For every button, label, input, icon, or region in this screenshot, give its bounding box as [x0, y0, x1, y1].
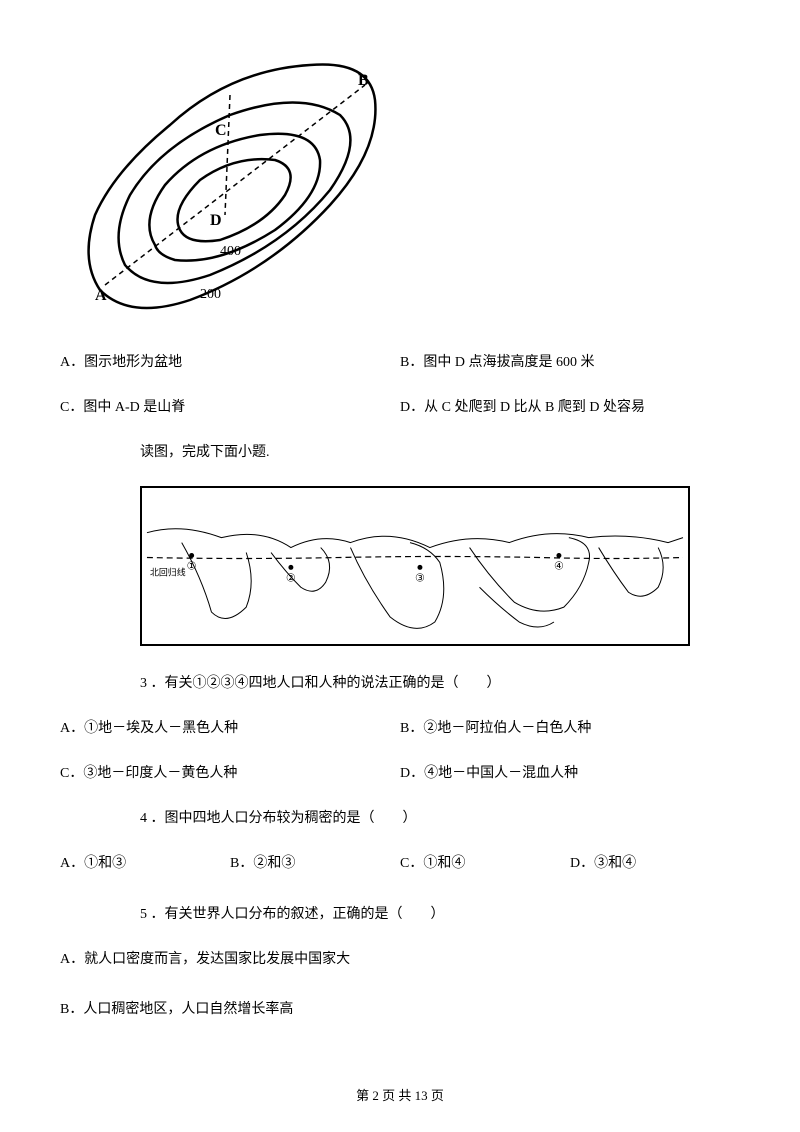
q3-options-row2: C．③地－印度人－黄色人种 D．④地－中国人－混血人种: [60, 761, 740, 786]
q4-option-a: A．①和③: [60, 851, 230, 876]
svg-text:④: ④: [554, 560, 564, 572]
instruction-text: 读图，完成下面小题.: [140, 440, 740, 465]
q4-text: 4 ．图中四地人口分布较为稠密的是（ ）: [140, 806, 740, 831]
svg-text:C: C: [215, 122, 227, 139]
q4-option-b: B．②和③: [230, 851, 400, 876]
q2-option-d: D．从 C 处爬到 D 比从 B 爬到 D 处容易: [400, 395, 740, 420]
contour-map-figure: A B C D 400 200: [70, 40, 390, 330]
q2-option-c: C．图中 A-D 是山脊: [60, 395, 400, 420]
q5-option-b: B．人口稠密地区，人口自然增长率高: [60, 997, 740, 1022]
svg-text:①: ①: [187, 560, 197, 572]
q5-text: 5 ．有关世界人口分布的叙述，正确的是（ ）: [140, 902, 740, 927]
contour-svg: A B C D 400 200: [70, 40, 390, 330]
q3-option-a: A．①地－埃及人－黑色人种: [60, 716, 400, 741]
svg-text:200: 200: [200, 287, 221, 302]
q2-options-row2: C．图中 A-D 是山脊 D．从 C 处爬到 D 比从 B 爬到 D 处容易: [60, 395, 740, 420]
svg-text:②: ②: [286, 572, 296, 584]
svg-text:B: B: [358, 72, 369, 89]
q3-option-d: D．④地－中国人－混血人种: [400, 761, 740, 786]
q3-text: 3 ．有关①②③④四地人口和人种的说法正确的是（ ）: [140, 671, 740, 696]
q5-option-a: A．就人口密度而言，发达国家比发展中国家大: [60, 947, 740, 972]
svg-text:北回归线: 北回归线: [150, 566, 186, 577]
q3-option-b: B．②地－阿拉伯人－白色人种: [400, 716, 740, 741]
q3-option-c: C．③地－印度人－黄色人种: [60, 761, 400, 786]
svg-text:A: A: [95, 287, 107, 304]
q4-option-d: D．③和④: [570, 851, 740, 876]
world-map-figure: ① ② ③ ④ 北回归线: [140, 486, 690, 646]
q2-option-a: A．图示地形为盆地: [60, 350, 400, 375]
svg-text:③: ③: [415, 572, 425, 584]
svg-text:D: D: [210, 212, 222, 229]
world-map-svg: ① ② ③ ④ 北回归线: [142, 488, 688, 647]
q2-option-b: B．图中 D 点海拔高度是 600 米: [400, 350, 740, 375]
q4-options: A．①和③ B．②和③ C．①和④ D．③和④: [60, 851, 740, 876]
page-footer: 第 2 页 共 13 页: [0, 1084, 800, 1107]
q4-option-c: C．①和④: [400, 851, 570, 876]
q3-options-row1: A．①地－埃及人－黑色人种 B．②地－阿拉伯人－白色人种: [60, 716, 740, 741]
svg-text:400: 400: [220, 244, 241, 259]
q2-options-row1: A．图示地形为盆地 B．图中 D 点海拔高度是 600 米: [60, 350, 740, 375]
